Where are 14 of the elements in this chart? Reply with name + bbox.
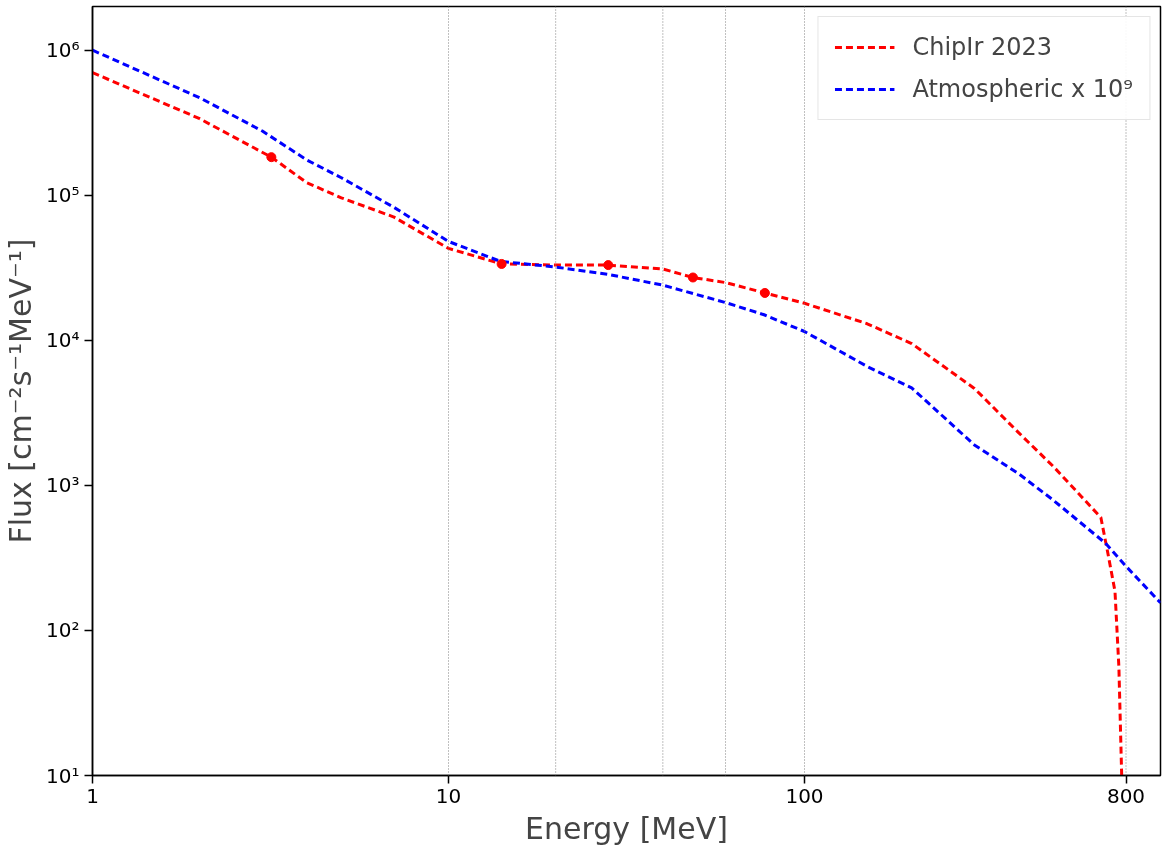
x-axis-title: Energy [MeV]	[525, 810, 728, 846]
y-tick-label: 10⁵	[46, 183, 80, 208]
legend-label: Atmospheric x 10⁹	[912, 75, 1133, 103]
y-tick-label: 10²	[46, 618, 80, 643]
y-tick-label: 10¹	[46, 763, 80, 788]
x-tick-label: 800	[1106, 783, 1146, 808]
y-tick-label: 10³	[46, 473, 80, 498]
y-axis-title: Flux [cm⁻²s⁻¹MeV⁻¹]	[3, 238, 39, 544]
y-tick-label: 10⁴	[46, 328, 80, 353]
x-tick-label: 10	[435, 783, 462, 808]
y-tick-label: 10⁶	[46, 38, 80, 63]
legend-label: ChipIr 2023	[912, 33, 1052, 61]
x-tick-label: 100	[785, 783, 824, 808]
x-tick-label: 1	[86, 783, 99, 808]
